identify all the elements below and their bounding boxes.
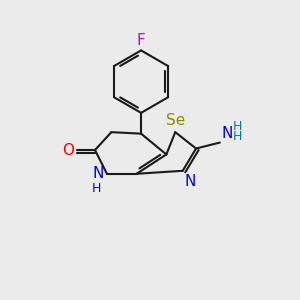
Text: N: N (221, 126, 233, 141)
Text: O: O (62, 142, 74, 158)
Text: H: H (92, 182, 101, 195)
Text: H: H (232, 130, 242, 142)
Text: Se: Se (166, 113, 185, 128)
Text: H: H (232, 120, 242, 133)
Text: F: F (137, 33, 146, 48)
Text: N: N (93, 166, 104, 181)
Text: N: N (184, 174, 196, 189)
